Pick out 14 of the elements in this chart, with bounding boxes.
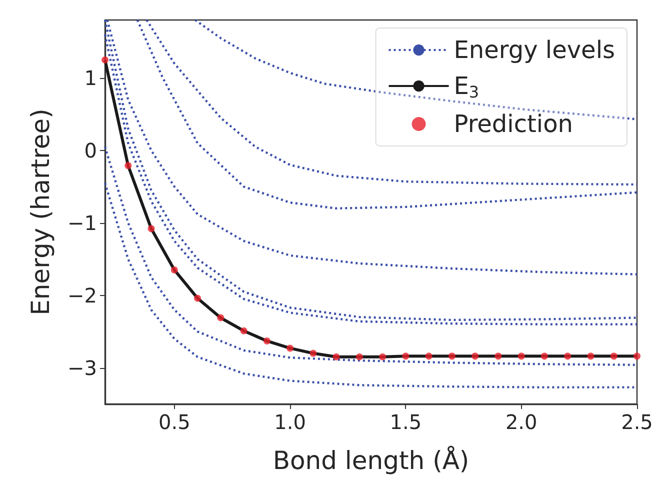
x-tick-label: 0.5 [158,410,190,434]
y-tick-label: 0 [84,138,97,162]
x-tick-label: 2.0 [505,410,538,434]
legend-label: Prediction [454,110,574,138]
y-tick-label: −2 [68,283,97,308]
legend-label: Energy levels [454,36,616,64]
y-tick-label: −3 [68,356,97,380]
x-tick-label: 1.0 [274,410,306,434]
y-tick-label: −1 [68,210,97,235]
y-tick-label: 1 [84,66,97,90]
x-tick-label: 1.5 [390,410,422,434]
x-axis-title: Bond length (Å) [272,445,470,475]
y-axis-title: Energy (hartree) [26,108,55,316]
x-tick-label: 2.5 [621,410,653,434]
